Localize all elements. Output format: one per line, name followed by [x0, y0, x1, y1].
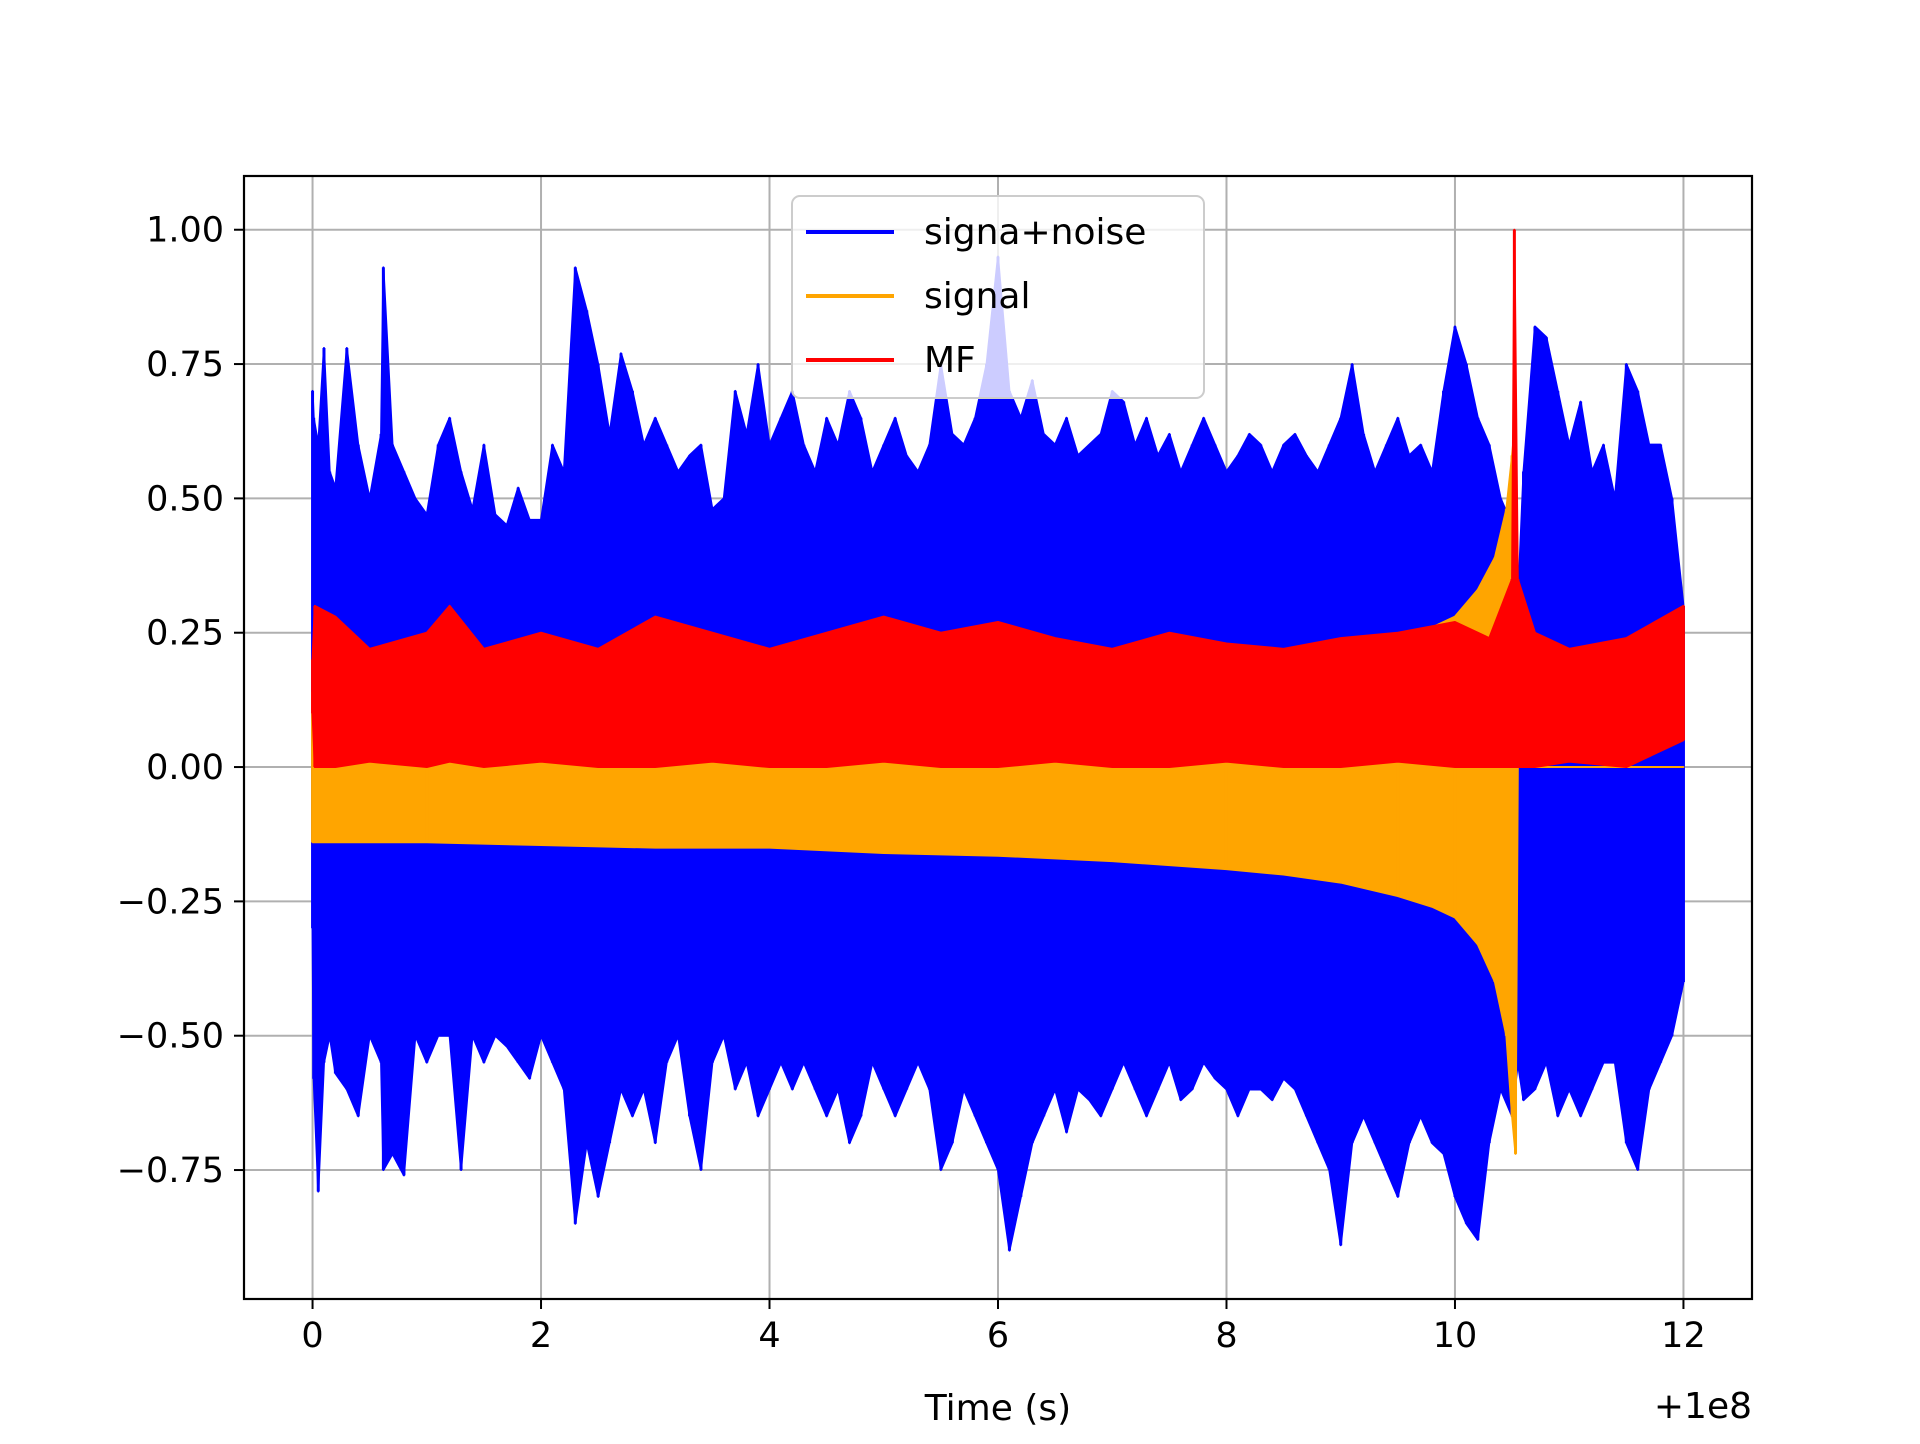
x-axis-ticks: 0 2 4 6 8 10 12 [301, 1299, 1706, 1356]
x-tick-label-2: 4 [758, 1316, 780, 1356]
y-tick-label-2: 0.50 [146, 479, 224, 519]
y-tick-label-4: 0.00 [146, 748, 224, 788]
y-tick-label-0: 1.00 [146, 211, 224, 251]
y-axis-ticks: 1.00 0.75 0.50 0.25 0.00 −0.25 −0.50 −0.75 [117, 211, 244, 1191]
legend-box [791, 195, 1205, 399]
x-axis-offset-label: +1e8 [1654, 1386, 1752, 1427]
legend: signa+noise signal MF [791, 195, 1205, 399]
y-tick-label-7: −0.75 [117, 1151, 224, 1191]
series-layer [311, 228, 1685, 1252]
x-tick-label-1: 2 [530, 1316, 552, 1356]
y-tick-label-3: 0.25 [146, 614, 224, 654]
x-tick-label-3: 6 [987, 1316, 1009, 1356]
legend-entries: signa+noise signal MF [806, 212, 1146, 381]
legend-label-mf: MF [924, 340, 976, 381]
x-tick-label-0: 0 [301, 1316, 323, 1356]
legend-label-signal: signal [924, 276, 1031, 317]
y-tick-label-5: −0.25 [117, 882, 224, 922]
y-tick-label-1: 0.75 [146, 345, 224, 385]
x-axis-label: Time (s) [924, 1388, 1071, 1429]
x-tick-label-4: 8 [1215, 1316, 1237, 1356]
legend-label-signa-noise: signa+noise [924, 212, 1146, 253]
x-tick-label-5: 10 [1433, 1316, 1478, 1356]
x-tick-label-6: 12 [1661, 1316, 1706, 1356]
y-tick-label-6: −0.50 [117, 1017, 224, 1057]
